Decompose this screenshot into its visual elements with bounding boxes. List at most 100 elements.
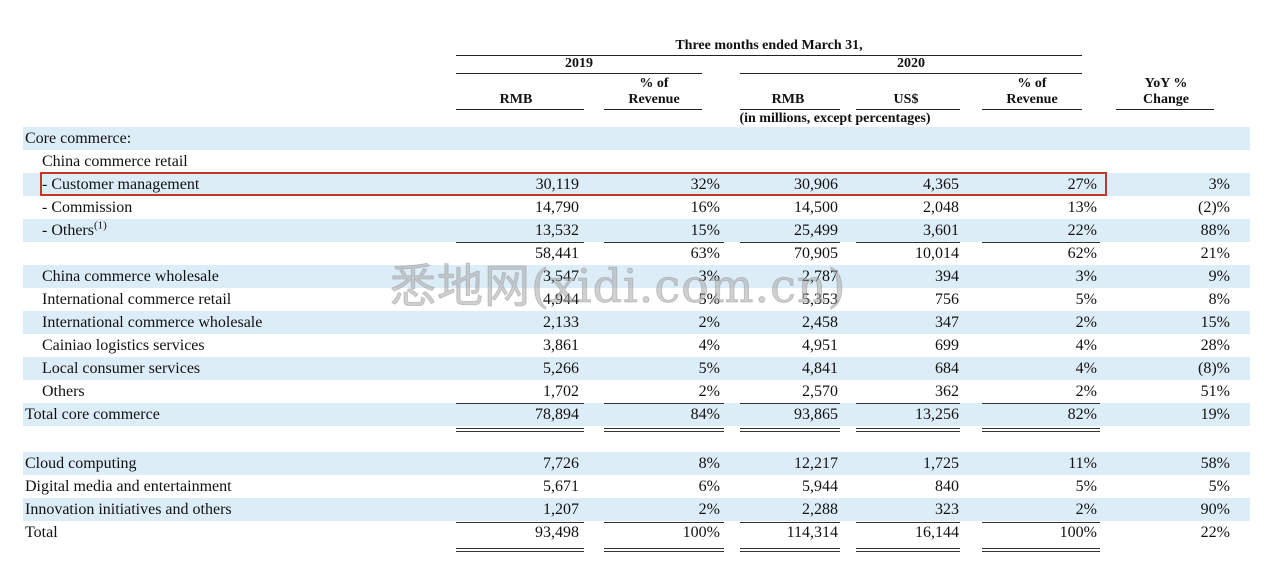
col-rule-pct-2020 bbox=[982, 109, 1082, 110]
cell-rmb-2019: 14,790 bbox=[535, 199, 579, 216]
cell-rmb-2019: 3,547 bbox=[543, 268, 579, 285]
year-2019-heading: 2019 bbox=[565, 56, 593, 71]
cell-usd-2020: 16,144 bbox=[915, 524, 959, 541]
cell-rmb-2020: 2,570 bbox=[802, 383, 838, 400]
cell-pct-revenue-2020: 62% bbox=[1067, 245, 1097, 262]
cell-pct-revenue-2020: 5% bbox=[1075, 478, 1097, 495]
cell-yoy-change: 21% bbox=[1200, 245, 1230, 262]
cell-rmb-2019: 58,441 bbox=[535, 245, 579, 262]
row-label-text: International commerce retail bbox=[42, 291, 232, 308]
row-label: - Others(1) bbox=[42, 219, 107, 242]
table-row: Total 93,498 100% 114,314 16,144 100% 22% bbox=[23, 521, 1250, 544]
pct-2020-heading-line1: % of bbox=[1017, 76, 1047, 91]
row-label-text: China commerce wholesale bbox=[42, 268, 219, 285]
row-label: Digital media and entertainment bbox=[25, 475, 232, 498]
total-bottom-rule-c1 bbox=[456, 548, 584, 552]
row-label-text: Cainiao logistics services bbox=[42, 337, 205, 354]
pct-2019-heading-line1: % of bbox=[639, 76, 669, 91]
row-label-text: Total bbox=[25, 524, 58, 541]
col-rule-usd-2020 bbox=[856, 109, 960, 110]
cell-pct-revenue-2019: 6% bbox=[698, 478, 720, 495]
cell-rmb-2019: 7,726 bbox=[543, 455, 579, 472]
total-rule-c2 bbox=[604, 522, 724, 523]
cell-rmb-2019: 5,671 bbox=[543, 478, 579, 495]
col-rule-rmb-2019 bbox=[456, 109, 584, 110]
subtotal-rule-c5 bbox=[982, 242, 1100, 243]
cell-usd-2020: 2,048 bbox=[923, 199, 959, 216]
cell-usd-2020: 840 bbox=[935, 478, 959, 495]
row-label: China commerce wholesale bbox=[42, 265, 219, 288]
cell-rmb-2020: 30,906 bbox=[794, 176, 838, 193]
pct-2019-heading-line2: Revenue bbox=[628, 92, 680, 107]
cell-yoy-change: 8% bbox=[1208, 291, 1230, 308]
cell-rmb-2020: 25,499 bbox=[794, 222, 838, 239]
cell-rmb-2020: 114,314 bbox=[786, 524, 838, 541]
cell-rmb-2019: 78,894 bbox=[535, 406, 579, 423]
cell-yoy-change: 90% bbox=[1200, 501, 1230, 518]
cell-pct-revenue-2020: 3% bbox=[1075, 268, 1097, 285]
cell-rmb-2019: 1,207 bbox=[543, 501, 579, 518]
table-row: China commerce retail bbox=[23, 150, 1250, 173]
core-total-rule-c4 bbox=[856, 403, 960, 404]
table-row: Digital media and entertainment 5,671 6% 5,… bbox=[23, 475, 1250, 498]
cell-usd-2020: 10,014 bbox=[915, 245, 959, 262]
cell-usd-2020: 699 bbox=[935, 337, 959, 354]
cell-usd-2020: 13,256 bbox=[915, 406, 959, 423]
row-label-text: Innovation initiatives and others bbox=[25, 501, 232, 518]
cell-rmb-2019: 1,702 bbox=[543, 383, 579, 400]
total-rule-c3 bbox=[740, 522, 840, 523]
table-row: International commerce retail 4,944 5% 5,35… bbox=[23, 288, 1250, 311]
row-label: Others bbox=[42, 380, 85, 403]
cell-pct-revenue-2019: 63% bbox=[690, 245, 720, 262]
table-row: Others 1,702 2% 2,570 362 2% 51% bbox=[23, 380, 1250, 403]
cell-pct-revenue-2019: 2% bbox=[698, 383, 720, 400]
year-2019-rule bbox=[456, 73, 702, 74]
table-row: Innovation initiatives and others 1,207 2%… bbox=[23, 498, 1250, 521]
table-row: Cloud computing 7,726 8% 12,217 1,725 11% 58% bbox=[23, 452, 1250, 475]
row-label-text: - Others bbox=[42, 222, 94, 239]
table-row: China commerce wholesale 3,547 3% 2,787 394 3… bbox=[23, 265, 1250, 288]
row-label: China commerce retail bbox=[42, 150, 188, 173]
cell-pct-revenue-2020: 27% bbox=[1067, 176, 1097, 193]
core-total-rule-c1 bbox=[456, 403, 584, 404]
cell-rmb-2019: 13,532 bbox=[535, 222, 579, 239]
cell-pct-revenue-2020: 4% bbox=[1075, 337, 1097, 354]
total-rule-c4 bbox=[856, 522, 960, 523]
cell-pct-revenue-2020: 2% bbox=[1075, 314, 1097, 331]
subtotal-rule-c2 bbox=[604, 242, 724, 243]
cell-pct-revenue-2020: 2% bbox=[1075, 501, 1097, 518]
total-rule-c1 bbox=[456, 522, 584, 523]
rmb-2019-heading: RMB bbox=[499, 92, 533, 107]
units-note: (in millions, except percentages) bbox=[739, 111, 931, 126]
cell-pct-revenue-2019: 8% bbox=[698, 455, 720, 472]
total-rule-c5 bbox=[982, 522, 1100, 523]
cell-pct-revenue-2020: 22% bbox=[1067, 222, 1097, 239]
core-total-rule-c2 bbox=[604, 403, 724, 404]
total-bottom-rule-c5 bbox=[982, 548, 1100, 552]
cell-rmb-2019: 2,133 bbox=[543, 314, 579, 331]
cell-usd-2020: 4,365 bbox=[923, 176, 959, 193]
cell-pct-revenue-2020: 82% bbox=[1067, 406, 1097, 423]
cell-pct-revenue-2020: 5% bbox=[1075, 291, 1097, 308]
cell-pct-revenue-2020: 11% bbox=[1068, 455, 1097, 472]
cell-pct-revenue-2019: 2% bbox=[698, 501, 720, 518]
cell-yoy-change: 3% bbox=[1208, 176, 1230, 193]
cell-yoy-change: 22% bbox=[1200, 524, 1230, 541]
core-total-bottom-rule-c3 bbox=[740, 428, 840, 432]
cell-usd-2020: 347 bbox=[935, 314, 959, 331]
table-row: International commerce wholesale 2,133 2% 2… bbox=[23, 311, 1250, 334]
table-row bbox=[23, 429, 1250, 452]
row-label: Total bbox=[25, 521, 58, 544]
core-total-bottom-rule-c1 bbox=[456, 428, 584, 432]
cell-rmb-2020: 4,841 bbox=[802, 360, 838, 377]
cell-usd-2020: 1,725 bbox=[923, 455, 959, 472]
cell-rmb-2020: 12,217 bbox=[794, 455, 838, 472]
cell-usd-2020: 756 bbox=[935, 291, 959, 308]
cell-usd-2020: 362 bbox=[935, 383, 959, 400]
cell-rmb-2019: 4,944 bbox=[543, 291, 579, 308]
cell-rmb-2020: 70,905 bbox=[794, 245, 838, 262]
cell-pct-revenue-2019: 5% bbox=[698, 360, 720, 377]
table-row: Total core commerce 78,894 84% 93,865 13,256… bbox=[23, 403, 1250, 426]
cell-rmb-2020: 5,944 bbox=[802, 478, 838, 495]
cell-rmb-2020: 5,353 bbox=[802, 291, 838, 308]
